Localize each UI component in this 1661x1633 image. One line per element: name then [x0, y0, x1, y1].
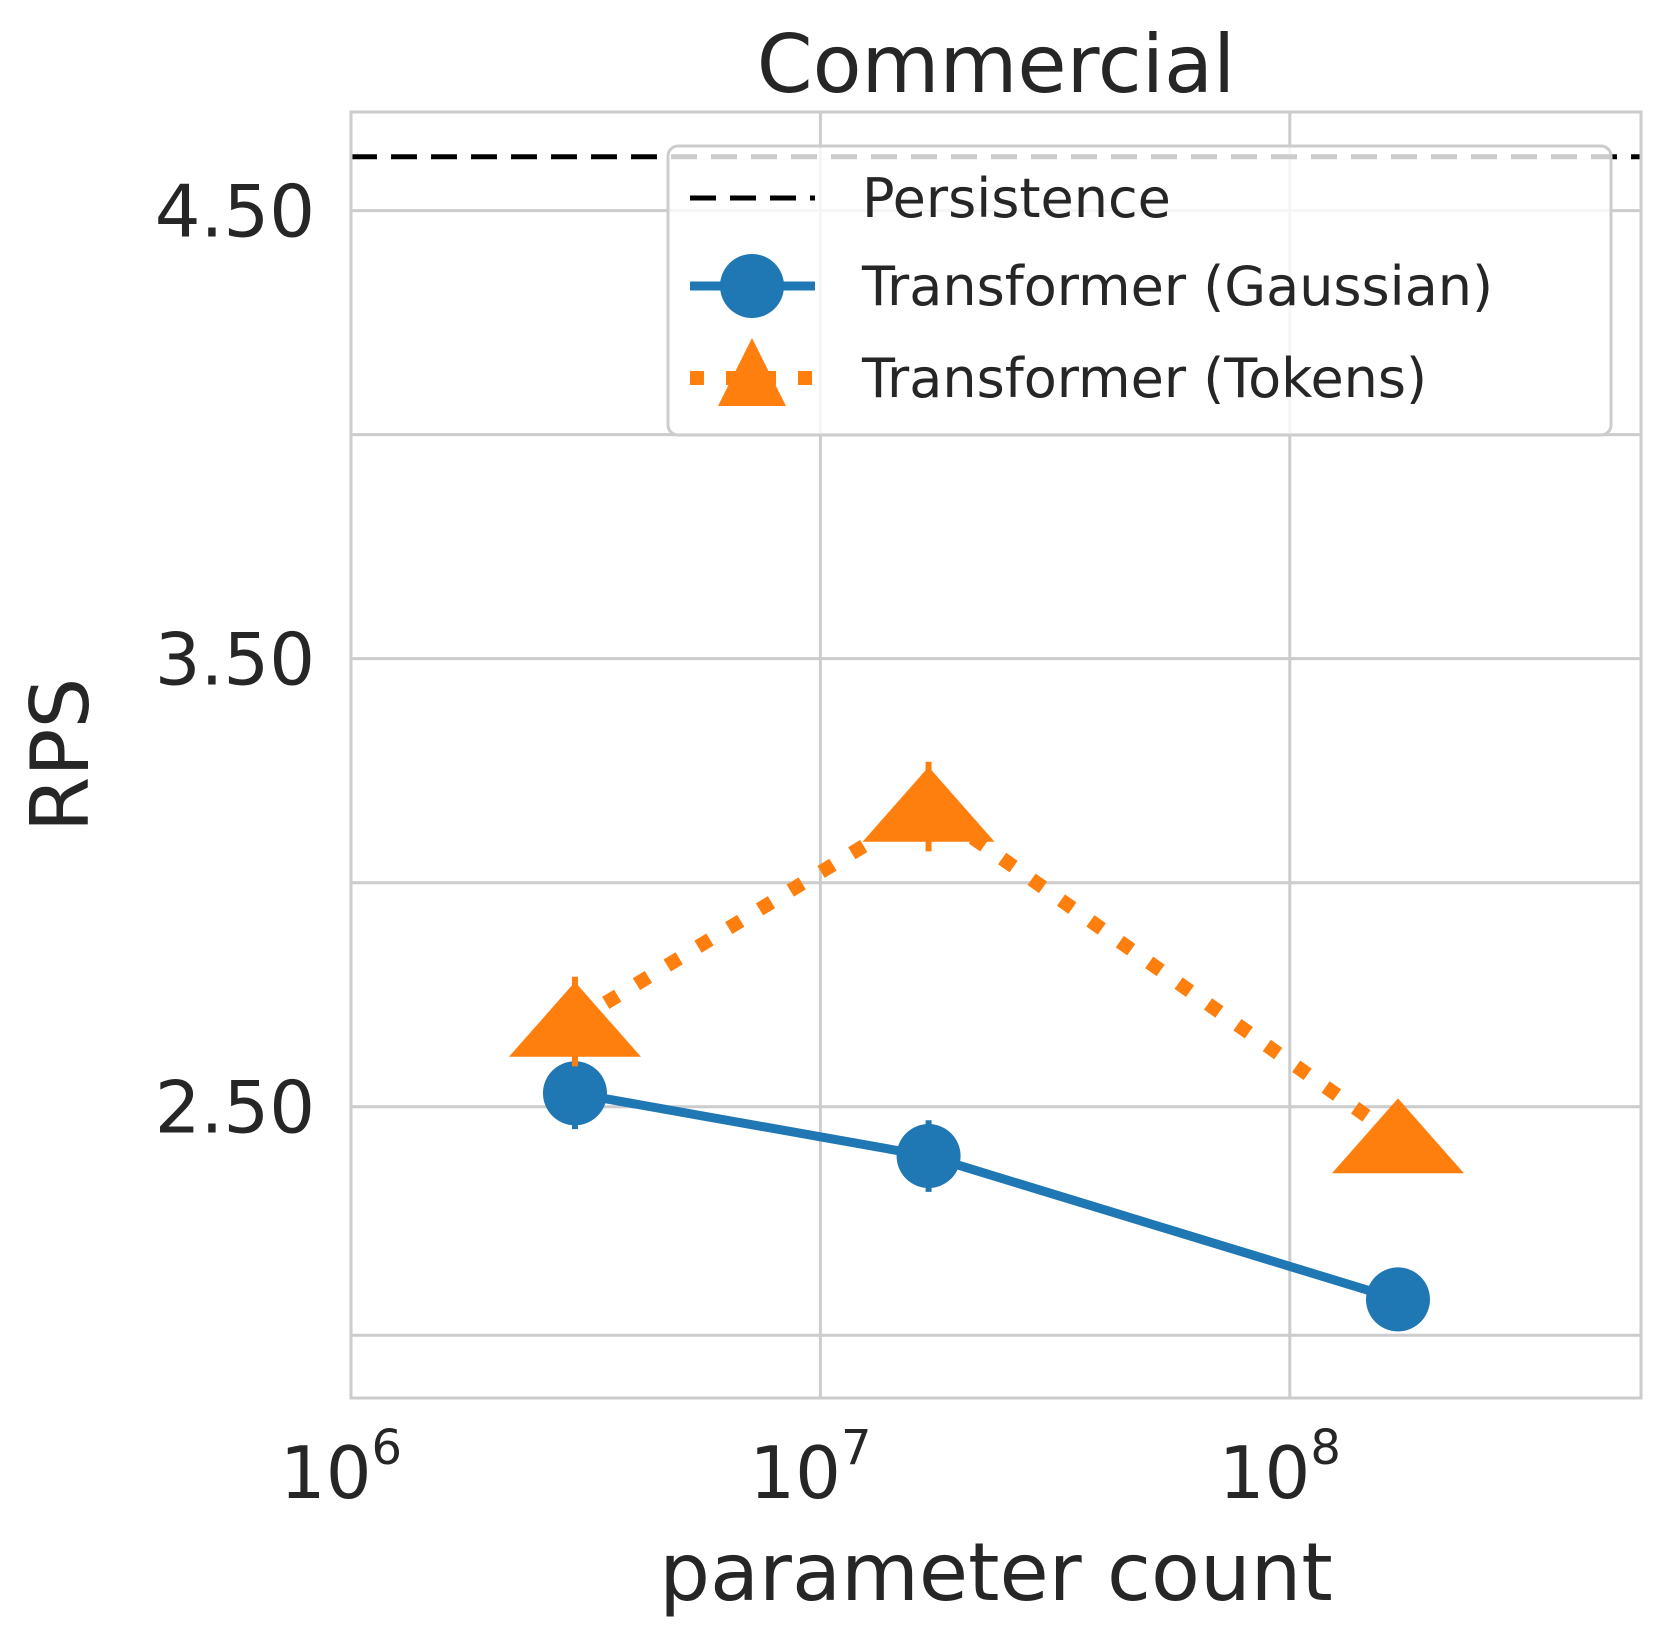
tick-layer: 2.50 3.50 4.50 106 107 108 — [155, 170, 1341, 1515]
data-point-tokens — [1331, 1098, 1464, 1174]
series-line-gaussian — [574, 1088, 1400, 1304]
x-axis-label: parameter count — [659, 1526, 1332, 1619]
legend: Persistence Transformer (Gaussian) Transfo… — [666, 144, 1613, 437]
data-point-tokens — [862, 766, 995, 842]
x-tick-label: 107 — [749, 1420, 871, 1515]
data-point-gaussian — [542, 1061, 607, 1126]
legend-label: Persistence — [862, 167, 1171, 230]
y-tick-label: 4.50 — [155, 170, 315, 254]
data-point-gaussian — [1365, 1267, 1430, 1332]
y-tick-label: 3.50 — [155, 618, 315, 702]
legend-box — [666, 144, 1613, 437]
data-point-gaussian — [896, 1124, 961, 1189]
x-tick-label: 108 — [1219, 1420, 1341, 1515]
legend-label: Transformer (Gaussian) — [861, 255, 1493, 318]
legend-label: Transformer (Tokens) — [861, 347, 1427, 410]
legend-swatch-tokens-marker — [718, 338, 786, 406]
series-line-tokens — [571, 798, 1403, 1144]
legend-swatch-gaussian-marker — [720, 254, 784, 318]
y-tick-label: 2.50 — [155, 1066, 315, 1150]
series-tokens — [508, 761, 1464, 1174]
plot-frame — [349, 110, 1643, 1400]
series-gaussian — [542, 1057, 1430, 1332]
chart-title: Commercial — [757, 18, 1235, 111]
data-point-tokens — [508, 981, 641, 1057]
y-axis-label: RPS — [14, 678, 107, 833]
x-tick-label: 106 — [280, 1420, 402, 1515]
series-layer — [508, 761, 1464, 1332]
